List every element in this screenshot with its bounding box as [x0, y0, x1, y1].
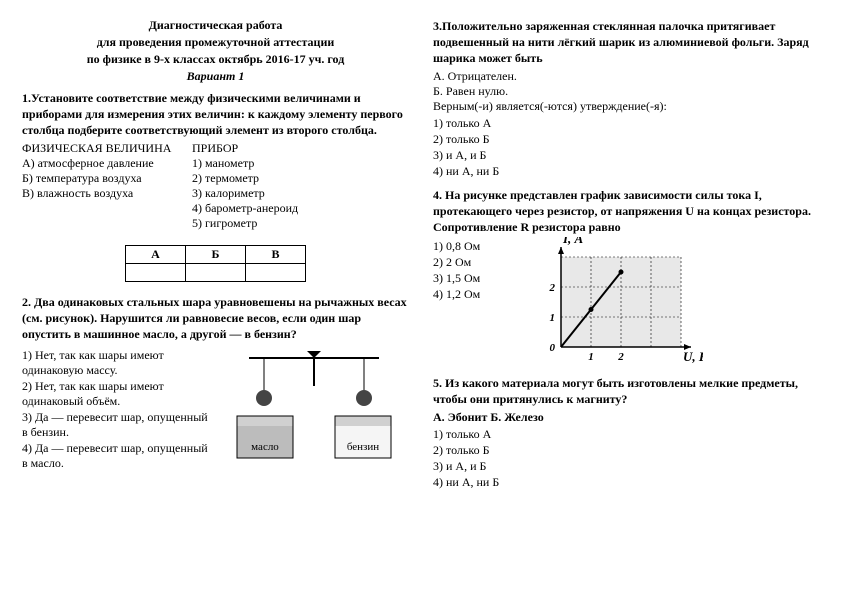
q5-text: 5. Из какого материала могут быть изгото…: [433, 375, 820, 407]
q5-opt-0: 1) только А: [433, 427, 820, 442]
svg-text:2: 2: [617, 351, 624, 363]
q5-opt-2: 3) и А, и Б: [433, 459, 820, 474]
q4-text: 4. На рисунке представлен график зависим…: [433, 187, 820, 236]
q5-opt-3: 4) ни А, ни Б: [433, 475, 820, 490]
q2-answers: 1) Нет, так как шары имеют одинаковую ма…: [22, 348, 211, 472]
svg-text:1: 1: [588, 351, 594, 363]
q3-line-b: Б. Равен нулю.: [433, 84, 820, 99]
q3-opt-0: 1) только А: [433, 116, 820, 131]
q2-text: 2. Два одинаковых стальных шара уравнове…: [22, 294, 409, 343]
q4-opt-0: 1) 0,8 Ом: [433, 239, 513, 254]
q3-sub: Верным(-и) является(-ются) утверждение(-…: [433, 99, 820, 114]
q3-text: 3.Положительно заряженная стеклянная пал…: [433, 18, 820, 67]
q2-ans-2: 3) Да — перевесит шар, опущенный в бензи…: [22, 410, 211, 440]
q1-right-2: 3) калориметр: [192, 186, 298, 201]
q1-columns: ФИЗИЧЕСКАЯ ВЕЛИЧИНА А) атмосферное давле…: [22, 141, 409, 231]
q4-opt-3: 4) 1,2 Ом: [433, 287, 513, 302]
svg-text:U, В: U, В: [683, 349, 703, 364]
q1-right-4: 5) гигрометр: [192, 216, 298, 231]
q2-ans-0: 1) Нет, так как шары имеют одинаковую ма…: [22, 348, 211, 378]
q1-left-2: В) влажность воздуха: [22, 186, 192, 201]
q1-right-head: ПРИБОР: [192, 141, 298, 156]
q4-answers: 1) 0,8 Ом 2) 2 Ом 3) 1,5 Ом 4) 1,2 Ом: [433, 239, 513, 367]
svg-text:1: 1: [550, 312, 556, 324]
q4-opt-1: 2) 2 Ом: [433, 255, 513, 270]
q1-th-c: В: [246, 245, 306, 263]
q5-opt-1: 2) только Б: [433, 443, 820, 458]
q3-opt-1: 2) только Б: [433, 132, 820, 147]
q1-left-0: А) атмосферное давление: [22, 156, 192, 171]
svg-text:0: 0: [550, 342, 556, 354]
q2-ans-1: 2) Нет, так как шары имеют одинаковый об…: [22, 379, 211, 409]
q4-opt-2: 3) 1,5 Ом: [433, 271, 513, 286]
beaker-label-left: масло: [251, 441, 279, 453]
q1-right-1: 2) термометр: [192, 171, 298, 186]
q4-graph: 0 1 2 1 2 I, А U, В: [523, 237, 703, 367]
q1-th-b: Б: [186, 245, 246, 263]
q1-left-1: Б) температура воздуха: [22, 171, 192, 186]
q1-td-c: [246, 263, 306, 281]
q1-answer-table: А Б В: [125, 245, 306, 282]
svg-text:I, А: I, А: [562, 237, 584, 246]
header-line-2: для проведения промежуточной аттестации: [22, 35, 409, 50]
header-line-3: по физике в 9-х классах октябрь 2016-17 …: [22, 52, 409, 67]
header-variant: Вариант 1: [22, 69, 409, 84]
q1-right-0: 1) манометр: [192, 156, 298, 171]
q1-right-3: 4) барометр-анероид: [192, 201, 298, 216]
q1-th-a: А: [126, 245, 186, 263]
right-column: 3.Положительно заряженная стеклянная пал…: [433, 18, 820, 577]
q1-left-head: ФИЗИЧЕСКАЯ ВЕЛИЧИНА: [22, 141, 192, 156]
svg-text:2: 2: [549, 282, 556, 294]
q5-line: А. Эбонит Б. Железо: [433, 410, 820, 425]
left-column: Диагностическая работа для проведения пр…: [22, 18, 409, 577]
beaker-label-right: бензин: [347, 441, 379, 453]
q3-line-a: А. Отрицателен.: [433, 69, 820, 84]
q3-opt-2: 3) и А, и Б: [433, 148, 820, 163]
header-line-1: Диагностическая работа: [22, 18, 409, 33]
q1-td-a: [126, 263, 186, 281]
q1-td-b: [186, 263, 246, 281]
q2-ans-3: 4) Да — перевесит шар, опущенный в масло…: [22, 441, 211, 471]
balance-figure: масло бензин: [219, 346, 409, 466]
q1-text: 1.Установите соответствие между физическ…: [22, 90, 409, 139]
q3-opt-3: 4) ни А, ни Б: [433, 164, 820, 179]
